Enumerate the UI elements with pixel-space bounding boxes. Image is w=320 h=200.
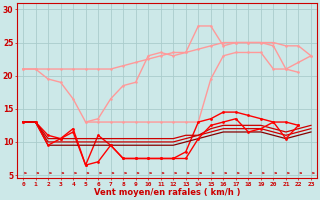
X-axis label: Vent moyen/en rafales ( km/h ): Vent moyen/en rafales ( km/h ) [94,188,240,197]
